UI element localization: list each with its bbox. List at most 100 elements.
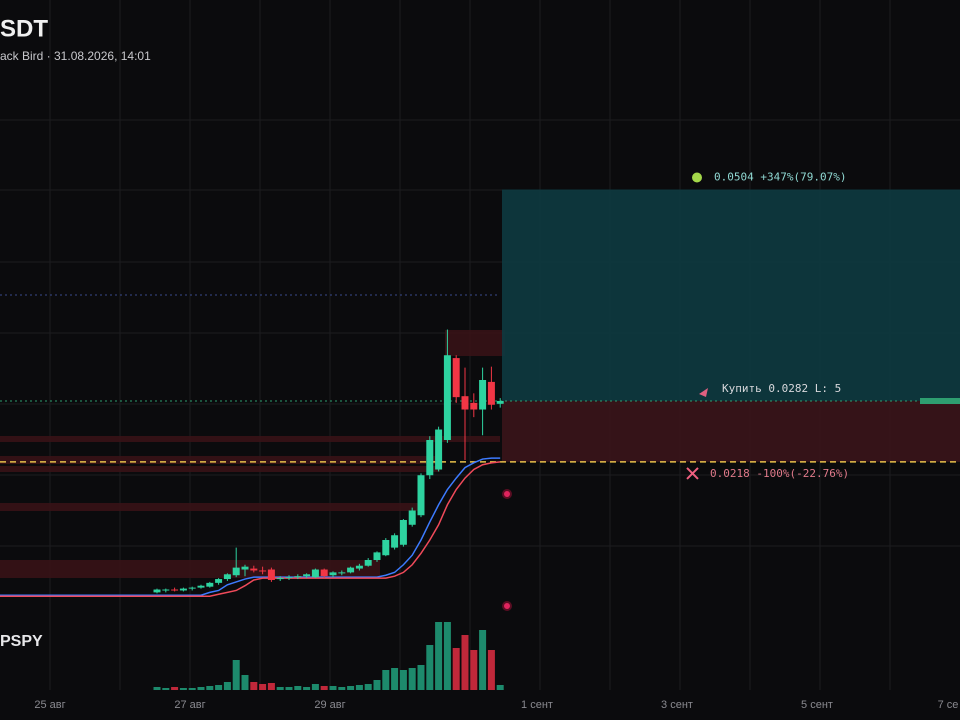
- volume-bar: [443, 622, 451, 690]
- candle-body: [171, 589, 179, 591]
- entry-icon: [699, 387, 708, 397]
- candle-body: [311, 569, 319, 578]
- volume-bar: [373, 680, 381, 690]
- candle-body: [303, 574, 311, 577]
- subtitle: ack Bird · 31.08.2026, 14:01: [0, 49, 151, 63]
- symbol: SDT: [0, 15, 48, 42]
- volume-bar: [355, 685, 363, 690]
- indicator-name: PSPY: [0, 633, 43, 650]
- volume-bar: [487, 650, 495, 690]
- volume-bar: [285, 687, 293, 690]
- candle-body: [373, 552, 381, 560]
- candle-body: [223, 574, 231, 580]
- stop-icon: [686, 467, 699, 480]
- candles: [153, 329, 504, 594]
- position-tool: 0.0504 +347%(79.07%) Купить 0.0282 L: 5 0.…: [0, 171, 960, 480]
- profit-zone: [502, 189, 960, 401]
- volume-bar: [250, 682, 258, 690]
- marker: [502, 601, 512, 611]
- volume-bar: [347, 686, 355, 690]
- blue-line: [157, 457, 501, 596]
- x-tick-label: 27 авг: [174, 699, 205, 711]
- candle-body: [417, 475, 425, 516]
- candle-body: [232, 567, 240, 576]
- candle-body: [197, 585, 205, 588]
- volume-bar: [470, 650, 478, 690]
- candle-body: [285, 577, 293, 579]
- candle-body: [426, 440, 434, 476]
- volume-bar: [417, 665, 425, 690]
- x-tick-label: 25 авг: [34, 699, 65, 711]
- volume-bar: [179, 688, 187, 690]
- volume-bar: [329, 686, 337, 690]
- candle-body: [250, 568, 258, 571]
- candle-body: [188, 587, 196, 589]
- volume-bar: [215, 685, 223, 690]
- volume-bar: [276, 687, 284, 690]
- volume-bar: [267, 683, 275, 690]
- candle-body: [470, 402, 478, 410]
- candle-body: [215, 579, 223, 583]
- candle-body: [487, 381, 495, 405]
- candle-body: [443, 355, 451, 440]
- candle-body: [496, 400, 504, 404]
- candle-body: [347, 567, 355, 573]
- volume-bar: [303, 687, 311, 690]
- entry-label: Купить 0.0282 L: 5: [722, 382, 841, 395]
- volume-bar: [364, 684, 372, 690]
- x-tick-label: 3 сент: [661, 699, 693, 711]
- indicator-lines: [0, 457, 501, 597]
- candle-body: [479, 380, 487, 410]
- volume-bar: [197, 687, 205, 690]
- candle-body: [364, 560, 372, 566]
- take-profit-label: 0.0504 +347%(79.07%): [714, 171, 846, 184]
- candle-body: [241, 566, 249, 570]
- x-tick-label: 7 се: [938, 699, 959, 711]
- candle-body: [382, 540, 390, 556]
- volume-bar: [338, 687, 346, 690]
- volume-bar: [399, 670, 407, 690]
- candle-body: [408, 510, 416, 525]
- candle-body: [320, 569, 328, 577]
- volume-bar: [382, 670, 390, 690]
- candle-body: [267, 569, 275, 580]
- red-line: [157, 461, 501, 597]
- volume-bar: [188, 688, 196, 690]
- candle-body: [338, 572, 346, 574]
- candle-body: [162, 589, 170, 591]
- x-axis: 25 авг 27 авг 29 авг 1 сент 3 сент 5 сент 7 се: [34, 699, 958, 711]
- volume-bar: [162, 688, 170, 690]
- candle-body: [294, 576, 302, 578]
- candle-body: [461, 396, 469, 410]
- x-tick-label: 29 авг: [314, 699, 345, 711]
- volume-bar: [259, 684, 267, 690]
- volume-bar: [426, 645, 434, 690]
- volume-bar: [153, 687, 161, 690]
- x-tick-label: 1 сент: [521, 699, 553, 711]
- volume-bar: [232, 660, 240, 690]
- volume-bar: [206, 686, 214, 690]
- loss-zone: [502, 400, 960, 462]
- marker: [502, 489, 512, 499]
- volume-bar: [311, 684, 319, 690]
- volume-bar: [496, 685, 504, 690]
- volume-bar: [479, 630, 487, 690]
- candle-body: [355, 565, 363, 569]
- volume-bar: [461, 635, 469, 690]
- price-tag: [920, 398, 960, 404]
- volume-bar: [408, 668, 416, 690]
- candle-body: [276, 578, 284, 580]
- tp-icon: [692, 172, 702, 183]
- candle-body: [399, 520, 407, 545]
- volume-bar: [223, 682, 231, 690]
- volume-bar: [241, 675, 249, 690]
- volume-bar: [391, 668, 399, 690]
- volume-bar: [171, 687, 179, 690]
- candle-body: [153, 589, 161, 593]
- x-tick-label: 5 сент: [801, 699, 833, 711]
- order-blocks: [0, 330, 505, 578]
- volume-bar: [320, 686, 328, 690]
- candle-body: [329, 572, 337, 576]
- volume-bar: [435, 622, 443, 690]
